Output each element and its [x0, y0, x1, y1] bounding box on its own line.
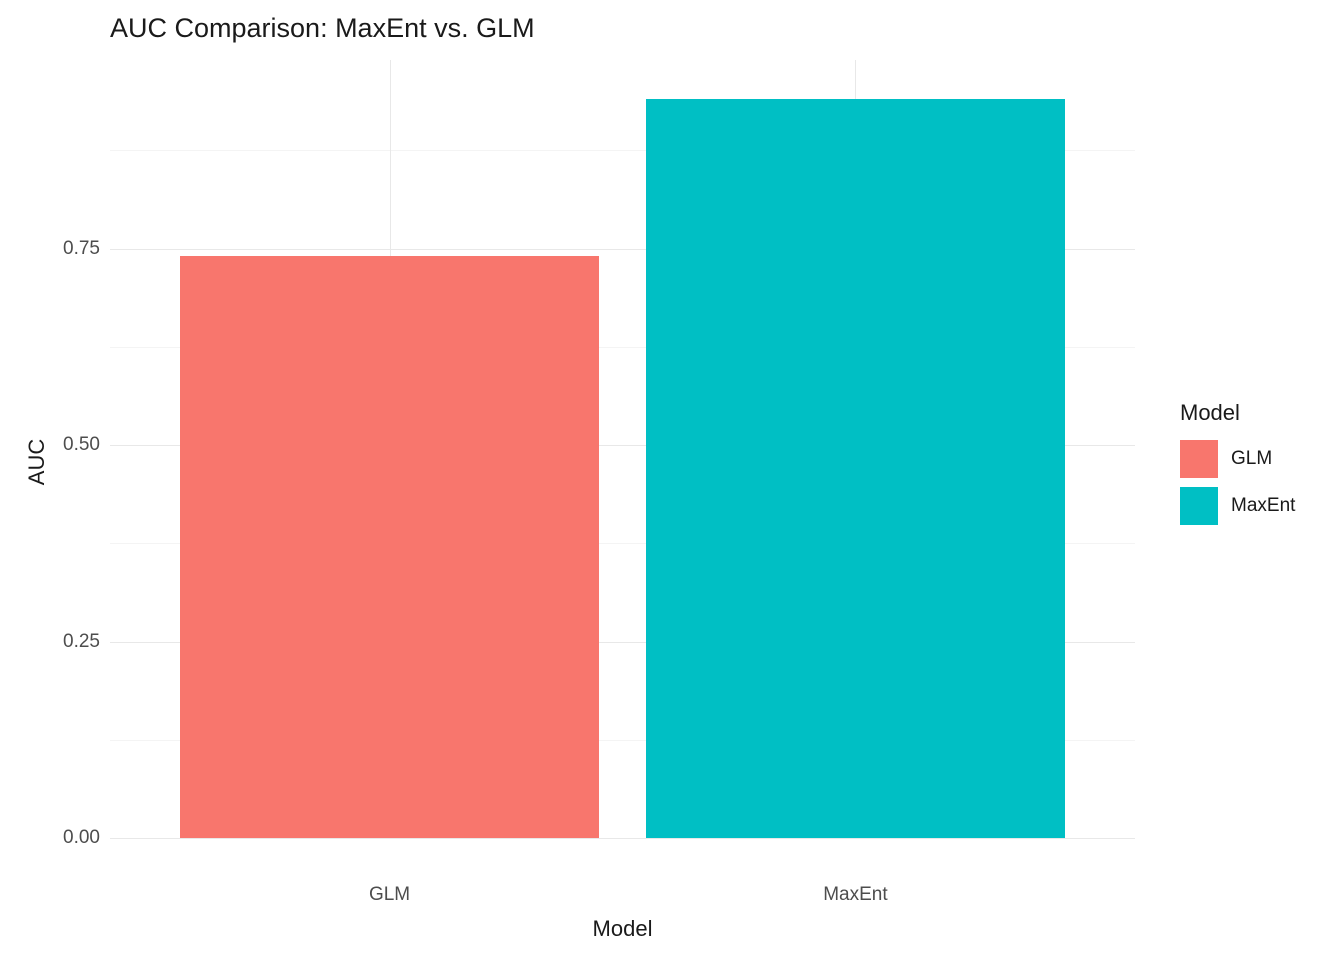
y-axis-tick-labels: 0.00 0.25 0.50 0.75	[0, 60, 100, 848]
gridline-minor	[110, 150, 1135, 152]
x-tick-label-glm: GLM	[368, 884, 411, 905]
legend-title: Model	[1180, 400, 1240, 425]
y-tick-label: 0.50	[63, 434, 100, 456]
gridline-minor	[110, 739, 1135, 741]
legend-item-glm: GLM	[1180, 440, 1295, 478]
legend: Model GLM MaxEnt	[1180, 400, 1295, 525]
gridline-minor	[110, 346, 1135, 348]
x-axis-tick-labels: GLM MaxEnt	[110, 838, 1135, 905]
y-tick-label: 0.25	[63, 630, 100, 652]
y-tick-label: 0.00	[63, 827, 100, 848]
y-tick-label: 0.75	[63, 237, 100, 259]
bar-maxent	[645, 99, 1066, 838]
legend-label: GLM	[1231, 448, 1273, 469]
plot-area	[110, 60, 1135, 839]
gridline-major	[110, 445, 1135, 447]
legend-swatch-maxent	[1180, 487, 1218, 525]
x-tick-label-maxent: MaxEnt	[823, 884, 888, 905]
chart-title: AUC Comparison: MaxEnt vs. GLM	[110, 13, 535, 43]
x-axis-title: Model	[592, 916, 653, 941]
gridline-major	[110, 248, 1135, 250]
legend-label: MaxEnt	[1231, 495, 1296, 516]
legend-swatch-glm	[1180, 440, 1218, 478]
gridline-minor	[110, 543, 1135, 545]
gridline-major	[110, 838, 1135, 839]
legend-items: GLM MaxEnt	[1180, 440, 1295, 525]
legend-item-maxent: MaxEnt	[1180, 487, 1295, 525]
gridline-major	[110, 641, 1135, 643]
bar-glm	[179, 256, 600, 838]
